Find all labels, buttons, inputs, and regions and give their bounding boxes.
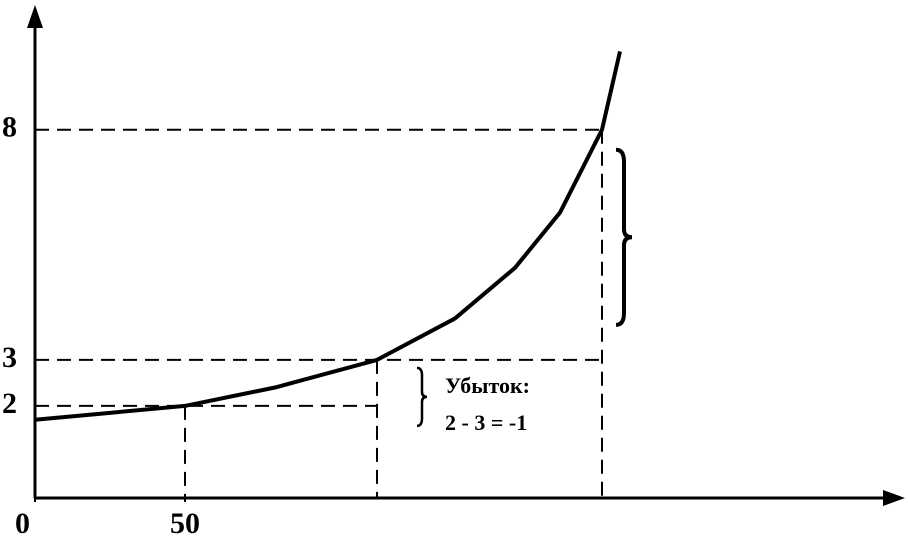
x-tick-label: 50 bbox=[170, 507, 200, 540]
y-tick-label: 3 bbox=[2, 341, 17, 374]
brace bbox=[615, 147, 633, 327]
x-tick-label: 0 bbox=[15, 507, 30, 540]
annotation: 2 - 3 = -1 bbox=[445, 410, 527, 435]
y-tick-label: 8 bbox=[2, 111, 17, 144]
annotation: Убыток: bbox=[445, 373, 530, 398]
brace bbox=[416, 366, 428, 428]
curve bbox=[34, 50, 622, 422]
y-arrow bbox=[27, 5, 43, 28]
y-tick-label: 2 bbox=[2, 387, 17, 420]
x-arrow bbox=[883, 490, 905, 506]
